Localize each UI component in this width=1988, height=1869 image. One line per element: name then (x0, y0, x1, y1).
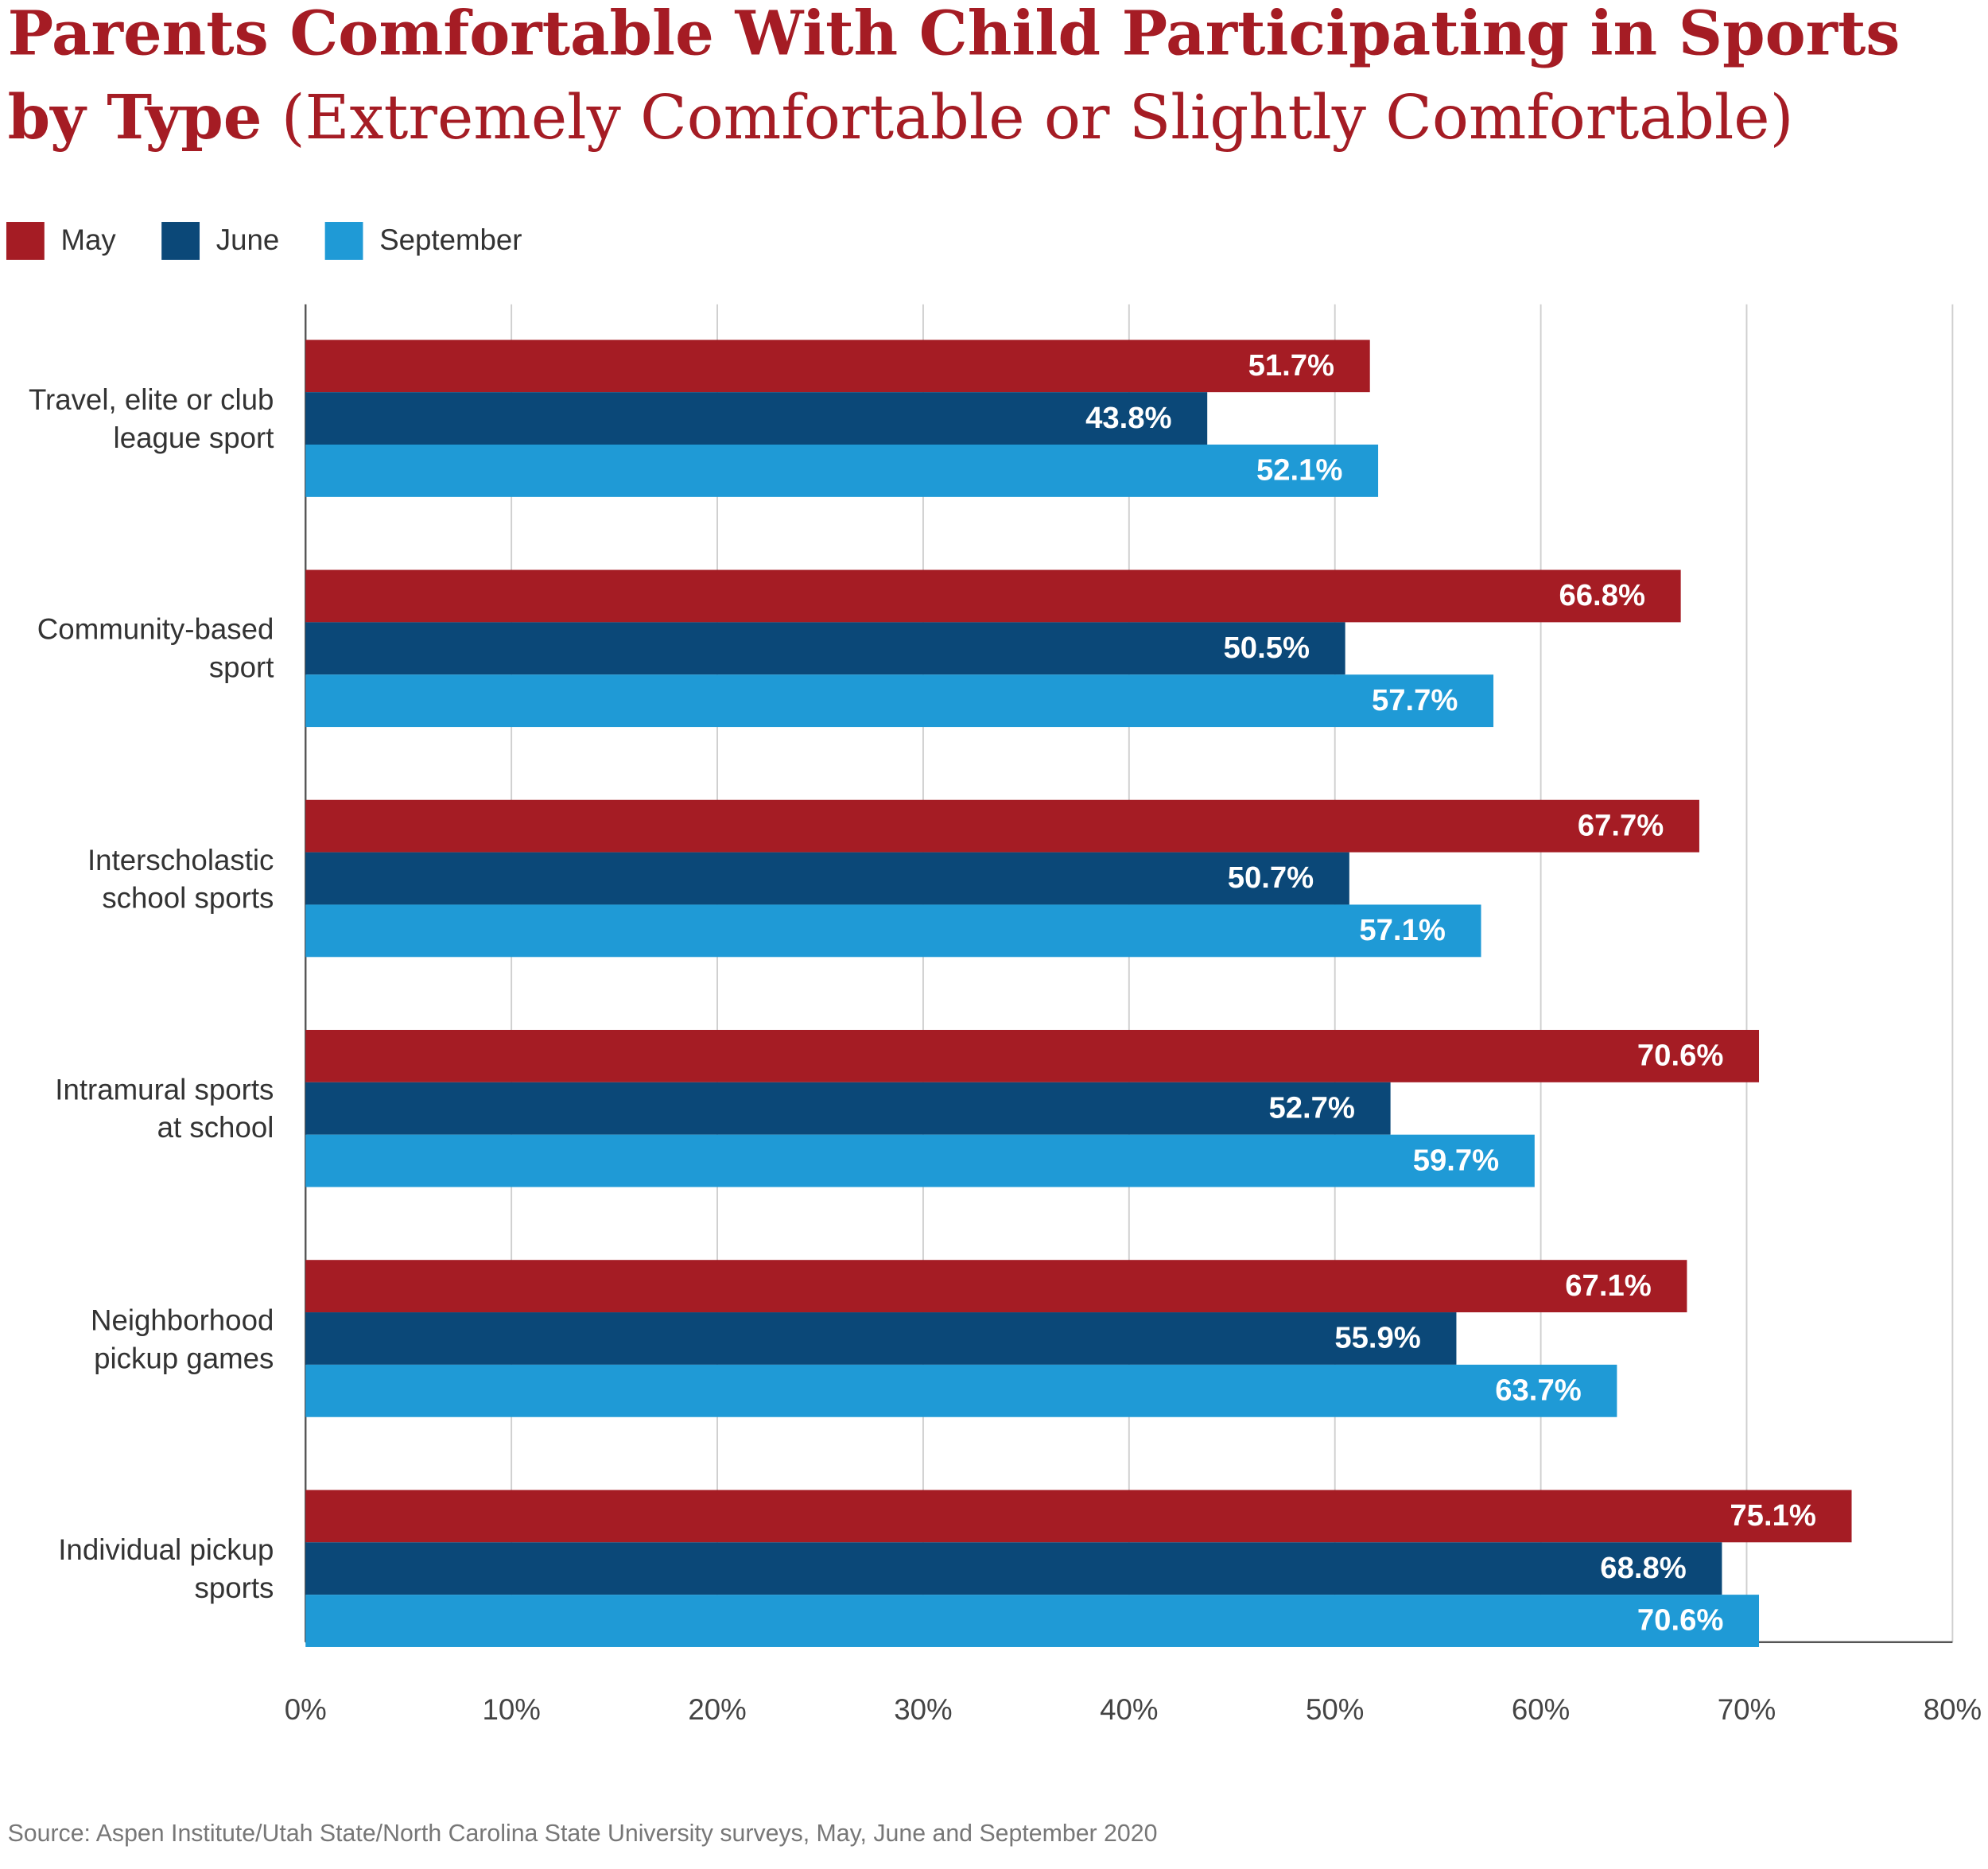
legend-swatch (6, 222, 45, 260)
value-label: 70.6% (1637, 1603, 1723, 1638)
value-label: 51.7% (1248, 348, 1334, 383)
value-label: 63.7% (1495, 1374, 1581, 1408)
value-label: 52.1% (1256, 453, 1342, 488)
value-label: 43.8% (1085, 401, 1171, 435)
bar (305, 622, 1345, 675)
bar (305, 674, 1494, 728)
bar (305, 904, 1481, 958)
x-tick-label: 70% (1718, 1693, 1776, 1726)
x-tick-label: 10% (482, 1693, 540, 1726)
x-tick-label: 50% (1306, 1693, 1364, 1726)
x-tick-label: 0% (285, 1693, 327, 1726)
y-tick-label: Travel, elite or club league sport (28, 383, 274, 454)
value-label: 52.7% (1268, 1090, 1354, 1125)
legend-swatch (324, 222, 363, 260)
legend-label: September (379, 223, 522, 256)
value-label: 57.1% (1359, 913, 1445, 947)
value-label: 50.5% (1224, 631, 1310, 665)
value-label: 70.6% (1637, 1039, 1723, 1073)
bar (305, 569, 1681, 623)
legend-label: May (61, 223, 117, 256)
y-tick-label: Individual pickup sports (58, 1533, 274, 1604)
value-label: 68.8% (1600, 1551, 1686, 1585)
bar (305, 444, 1379, 497)
value-label: 50.7% (1228, 861, 1314, 895)
value-label: 55.9% (1334, 1321, 1420, 1355)
bar (305, 392, 1208, 445)
chart-subtitle: (Extremely Comfortable or Slightly Comfo… (281, 82, 1794, 153)
x-tick-label: 80% (1924, 1693, 1982, 1726)
value-label: 59.7% (1413, 1143, 1499, 1177)
source-note: Source: Aspen Institute/Utah State/North… (7, 1820, 1158, 1848)
x-tick-label: 20% (688, 1693, 746, 1726)
bar (305, 1364, 1617, 1417)
value-label: 67.7% (1578, 808, 1664, 842)
title-block: Parents Comfortable With Child Participa… (8, 0, 1967, 160)
bar (305, 799, 1699, 853)
bar (305, 1134, 1535, 1187)
bar (305, 1595, 1760, 1647)
legend-label: June (216, 223, 280, 256)
value-label: 75.1% (1730, 1498, 1815, 1533)
bar (305, 1542, 1722, 1595)
bar (305, 852, 1349, 905)
value-label: 57.7% (1372, 683, 1458, 717)
value-label: 67.1% (1565, 1269, 1651, 1303)
bar (305, 1490, 1852, 1543)
legend-swatch (161, 222, 200, 260)
x-tick-label: 40% (1100, 1693, 1158, 1726)
bar (305, 1260, 1687, 1313)
value-label: 66.8% (1559, 578, 1645, 612)
x-tick-label: 60% (1512, 1693, 1570, 1726)
bar (305, 1312, 1457, 1365)
bar (305, 1029, 1760, 1082)
y-tick-label: Neighborhood pickup games (90, 1303, 274, 1374)
chart-title: Parents Comfortable With Child Participa… (7, 0, 1901, 153)
y-tick-label: Intramural sports at school (55, 1073, 274, 1144)
bar (305, 1082, 1391, 1135)
bar (305, 340, 1370, 393)
y-tick-label: Community-based sport (37, 612, 274, 684)
x-tick-label: 30% (894, 1693, 952, 1726)
y-tick-label: Interscholastic school sports (87, 842, 274, 915)
